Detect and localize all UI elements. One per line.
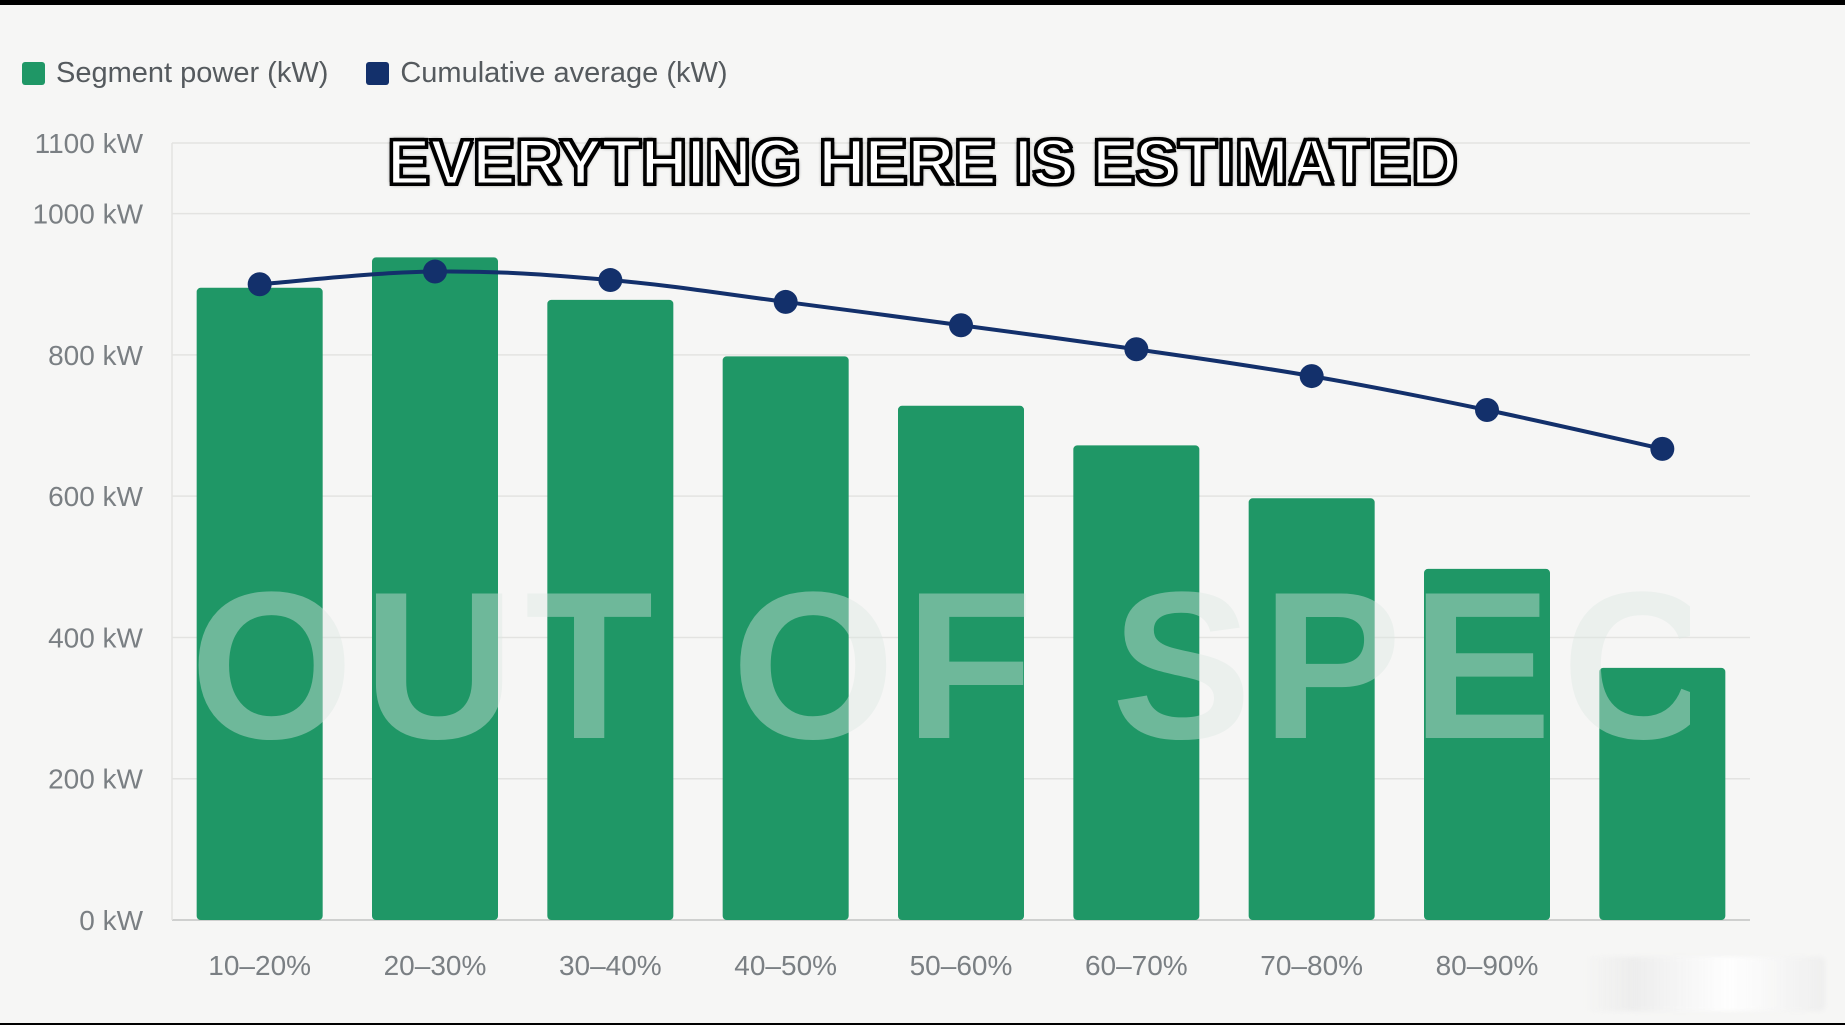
x-tick-label: 60–70% [1085,950,1188,981]
cumulative-point[interactable] [1124,337,1149,362]
cumulative-point[interactable] [1650,436,1675,461]
segment-bar[interactable] [196,287,323,920]
legend-item-segment[interactable]: Segment power (kW) [22,57,328,90]
x-tick-label: 50–60% [910,950,1013,981]
cumulative-point[interactable] [773,289,798,314]
x-tick-label: 40–50% [734,950,837,981]
y-tick-label: 200 kW [48,764,143,795]
x-tick-label: 70–80% [1260,950,1363,981]
segment-bar[interactable] [722,356,849,921]
x-tick-label: 80–90% [1436,950,1539,981]
chart-frame: Segment power (kW) Cumulative average (k… [0,5,1845,1023]
legend-cumulative-label: Cumulative average (kW) [400,57,728,89]
segment-bar[interactable] [898,405,1024,920]
cumulative-point[interactable] [1299,364,1324,389]
chart-plot-area: 0 kW 200 kW 400 kW 600 kW 800 kW 1000 kW 1100 … [33,128,1750,981]
cumulative-point[interactable] [949,313,973,338]
y-tick-label: 1000 kW [33,199,144,230]
y-tick-label: 0 kW [79,905,143,936]
y-tick-label: 400 kW [48,622,143,653]
blurred-logo [1585,957,1825,1011]
segment-swatch [22,62,45,85]
legend-segment-label: Segment power (kW) [56,57,329,89]
segment-bar[interactable] [1599,667,1726,920]
y-tick-label: 1100 kW [35,128,144,159]
y-tick-label: 800 kW [48,340,143,371]
cumulative-point[interactable] [598,268,623,293]
segment-bar[interactable] [1073,445,1200,920]
cumulative-point[interactable] [423,259,447,284]
cumulative-swatch [366,62,390,85]
segment-bar[interactable] [547,299,674,920]
x-tick-label: 20–30% [384,950,487,981]
legend-item-cumulative[interactable]: Cumulative average (kW) [366,57,728,90]
segment-bar[interactable] [1248,498,1375,920]
overlay-caption: EVERYTHING HERE IS ESTIMATED [386,125,1459,200]
segment-bar[interactable] [1424,568,1550,920]
cumulative-point[interactable] [247,272,272,297]
x-tick-label: 30–40% [559,950,662,981]
watermark-text: OUT OF SPEC [190,548,1690,783]
chart-legend: Segment power (kW) Cumulative average (k… [22,57,766,90]
segment-bar[interactable] [372,257,498,920]
y-tick-label: 600 kW [48,481,143,512]
x-tick-label: 10–20% [208,950,311,981]
cumulative-point[interactable] [1475,398,1499,423]
